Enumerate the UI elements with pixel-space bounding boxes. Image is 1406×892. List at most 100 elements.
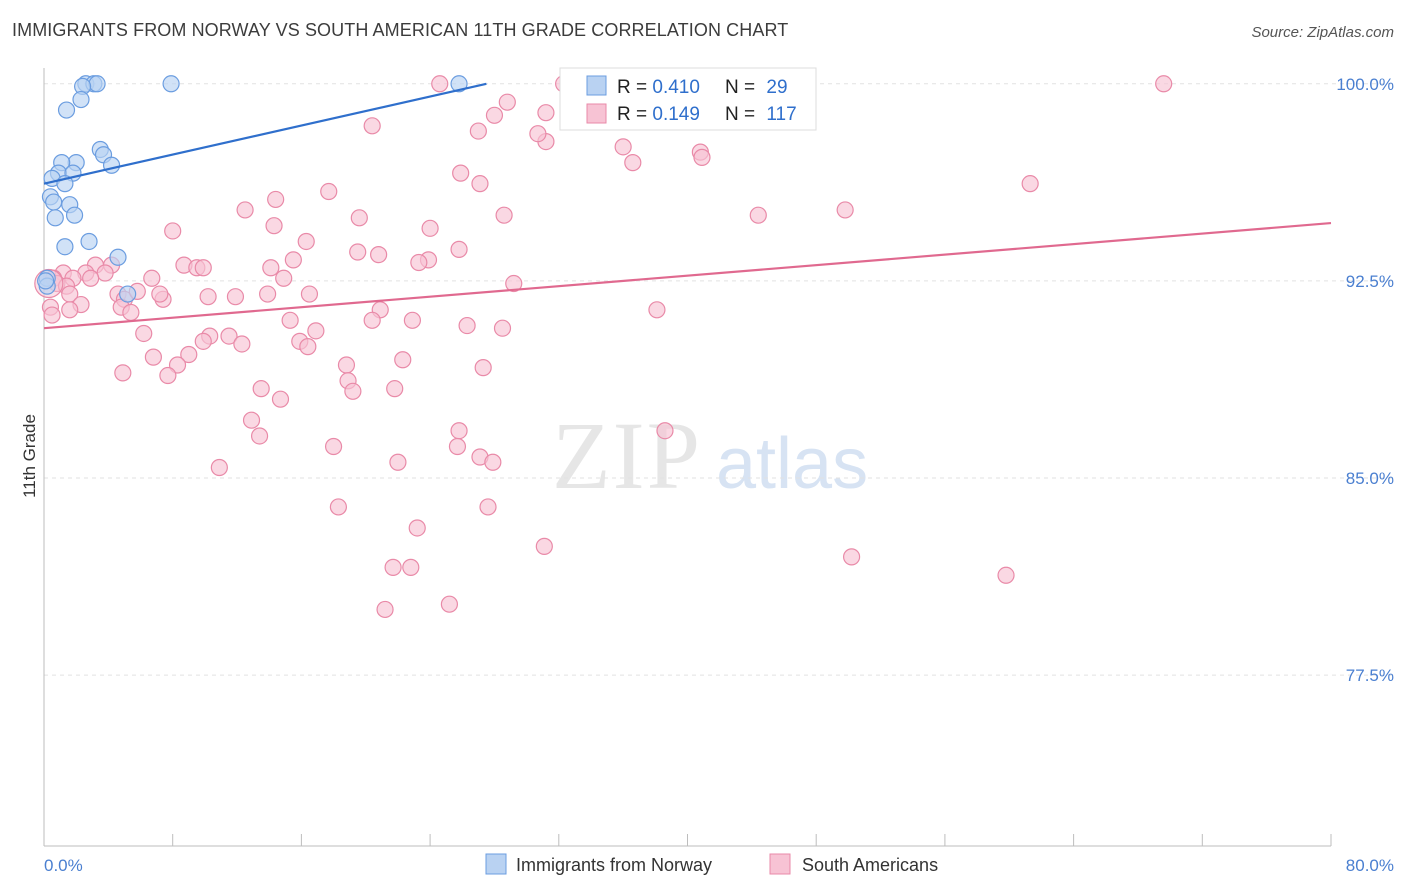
svg-text:N = 117: N = 117: [725, 104, 797, 125]
south-americans-point: [164, 222, 182, 240]
south-americans-point: [842, 548, 861, 566]
south-americans-point: [529, 125, 547, 143]
south-americans-point: [236, 201, 254, 219]
south-americans-point: [271, 390, 290, 408]
south-americans-point: [505, 274, 523, 293]
norway-point: [80, 232, 98, 251]
x-tick-label: 0.0%: [44, 856, 83, 875]
south-americans-point: [648, 301, 666, 319]
south-americans-point: [402, 558, 420, 576]
south-americans-point: [210, 458, 228, 477]
norway-point: [37, 272, 55, 290]
south-americans-point: [300, 285, 319, 303]
correlation-legend: R = 0.410 N = 29 R = 0.149 N = 117: [559, 67, 817, 131]
south-americans-point: [344, 382, 362, 400]
norway-point: [109, 248, 127, 266]
norway-point: [45, 193, 63, 211]
south-americans-point: [143, 269, 161, 287]
south-americans-point: [1155, 75, 1173, 93]
south-americans-point: [448, 437, 467, 456]
south-americans-point: [458, 316, 476, 335]
south-americans-point: [997, 566, 1015, 584]
legend-n-value: 29: [766, 77, 787, 98]
south-americans-point: [363, 117, 381, 135]
x-ticks: [43, 834, 1332, 846]
norway-point: [56, 238, 74, 256]
south-americans-point: [194, 332, 212, 350]
south-americans-point: [431, 75, 449, 93]
south-americans-point: [408, 519, 426, 537]
legend-r-value: 0.410: [652, 77, 700, 98]
south-americans-point: [749, 206, 767, 224]
chart-source: Source: ZipAtlas.com: [1251, 24, 1394, 41]
y-tick-label: 77.5%: [1346, 666, 1394, 685]
south-americans-point: [267, 190, 285, 209]
norway-point: [102, 156, 121, 174]
south-americans-point: [403, 311, 422, 329]
south-americans-point: [614, 138, 632, 156]
south-americans-point: [450, 240, 468, 258]
series-legend-swatch-norway: [485, 853, 507, 875]
legend-r-value: 0.149: [652, 104, 700, 125]
norway-point: [46, 209, 64, 227]
south-americans-point: [410, 253, 428, 272]
south-americans-point: [159, 366, 177, 385]
x-tick-labels: 0.0% 80.0%: [44, 856, 1394, 875]
south-americans-point: [363, 311, 381, 329]
series-legend-norway: Immigrants from Norway: [516, 855, 712, 875]
norway-point: [72, 90, 90, 109]
south-americans-point: [624, 154, 642, 172]
x-tick-label: 80.0%: [1346, 856, 1394, 875]
south-americans-point: [484, 453, 502, 471]
south-americans-point: [43, 306, 61, 324]
legend-r-label: R =: [617, 77, 652, 98]
legend-n-label: N =: [725, 104, 760, 125]
norway-trend-line: [43, 82, 487, 185]
south-americans-point: [474, 359, 492, 377]
series-legend-swatch-south-americans: [769, 853, 791, 875]
south-americans-point: [307, 322, 325, 340]
south-americans-point: [262, 259, 280, 277]
south-americans-point: [199, 288, 217, 306]
south-americans-point: [122, 303, 140, 322]
south-americans-point: [144, 348, 162, 366]
norway-point: [119, 285, 137, 303]
south-americans-point: [498, 93, 516, 111]
south-americans-point: [471, 175, 489, 193]
south-americans-point: [275, 269, 293, 287]
south-americans-point: [440, 595, 459, 613]
norway-point: [450, 75, 468, 93]
south-americans-point: [693, 148, 711, 166]
series-legend: Immigrants from Norway South Americans: [485, 853, 938, 875]
south-americans-point: [252, 380, 270, 398]
south-americans-point: [61, 301, 79, 319]
chart-title: IMMIGRANTS FROM NORWAY VS SOUTH AMERICAN…: [12, 20, 789, 40]
south-americans-point: [281, 311, 299, 329]
svg-text:R = 0.149: R = 0.149: [617, 104, 700, 125]
south-americans-point: [485, 106, 504, 124]
south-americans-point: [537, 104, 555, 122]
south-americans-point: [493, 319, 512, 337]
south-americans-point: [299, 338, 317, 356]
south-americans-point: [180, 345, 198, 364]
south-americans-point: [233, 335, 251, 353]
south-americans-point: [450, 422, 468, 440]
y-axis-label: 11th Grade: [20, 414, 39, 498]
south-americans-point: [220, 327, 238, 345]
south-americans-point: [265, 217, 283, 235]
legend-n-label: N =: [725, 77, 760, 98]
norway-point: [88, 75, 106, 93]
legend-swatch-pink: [586, 103, 607, 124]
south-americans-point: [350, 209, 368, 227]
series-legend-south-americans: South Americans: [802, 855, 938, 875]
legend-r-label: R =: [617, 104, 652, 125]
south-americans-point: [370, 246, 388, 264]
norway-point: [57, 101, 76, 119]
y-tick-label: 100.0%: [1336, 75, 1394, 94]
y-tick-label: 92.5%: [1346, 272, 1394, 291]
trend-lines: [43, 82, 1332, 330]
watermark-atlas: atlas: [716, 424, 868, 504]
south-americans-point: [1021, 175, 1039, 193]
norway-points: [37, 75, 468, 303]
